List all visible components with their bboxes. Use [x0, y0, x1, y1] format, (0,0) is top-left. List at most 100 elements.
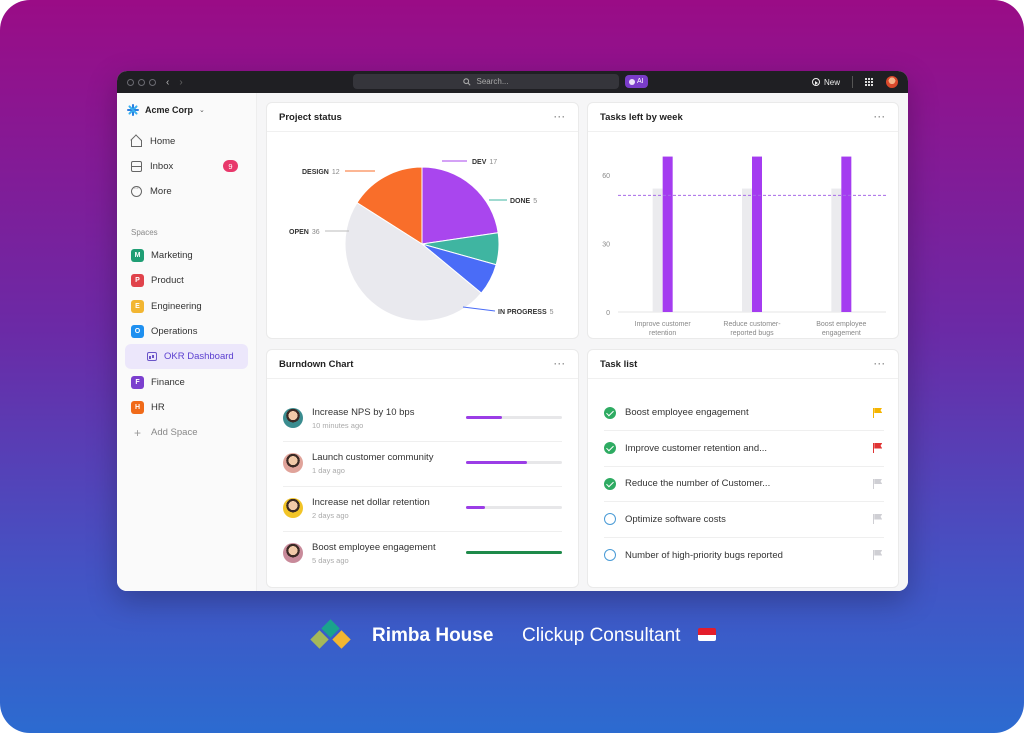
card-title: Tasks left by week [600, 111, 683, 123]
ai-button[interactable]: AI [625, 75, 648, 88]
task-row[interactable]: Optimize software costs [604, 502, 884, 538]
x-category-label: Improve customer retention [635, 321, 692, 337]
task-row[interactable]: Number of high-priority bugs reported [604, 537, 884, 573]
minimize-window-icon[interactable] [138, 78, 145, 86]
title-bar: ‹ › Search... AI New [117, 71, 908, 93]
sidebar-item-okr-dashboard[interactable]: OKR Dashboard [125, 344, 248, 370]
card-menu-icon[interactable]: ··· [874, 359, 886, 369]
card-title: Project status [279, 111, 342, 123]
chevron-down-icon: ⌄ [199, 107, 205, 114]
project-status-card: Project status ··· DESIGN 12 DEV 17 DONE 5 IN … [266, 102, 579, 339]
priority-flag-icon[interactable] [873, 443, 884, 453]
space-item-hr[interactable]: H HR [125, 395, 248, 420]
goal-timestamp: 1 day ago [312, 466, 345, 475]
task-title: Improve customer retention and... [625, 442, 768, 454]
priority-flag-icon[interactable] [873, 550, 884, 560]
search-icon [463, 77, 472, 86]
title-bar-actions: New [811, 71, 898, 93]
space-item-engineering[interactable]: E Engineering [125, 294, 248, 319]
task-row[interactable]: Reduce the number of Customer... [604, 466, 884, 502]
workspace-switcher[interactable]: Acme Corp ⌄ [125, 101, 248, 119]
footer-branding: Rimba House Clickup Consultant [0, 615, 1024, 660]
space-label: Product [151, 275, 184, 287]
avatar [283, 543, 303, 563]
progress-bar [466, 551, 562, 554]
sidebar-item-inbox[interactable]: Inbox 9 [125, 154, 248, 179]
card-header: Project status ··· [267, 103, 578, 132]
y-tick-label: 0 [606, 310, 610, 317]
maximize-window-icon[interactable] [149, 78, 156, 86]
pie-label: OPEN 36 [289, 229, 320, 236]
goal-title: Increase net dollar retention [312, 497, 430, 508]
space-avatar: E [131, 299, 144, 313]
priority-flag-icon[interactable] [873, 478, 884, 489]
pie-label: DESIGN 12 [302, 169, 340, 176]
burndown-row[interactable]: Increase net dollar retention 2 days ago [283, 487, 562, 532]
x-category-label: Reduce customer-reported bugs [723, 321, 781, 337]
pie-slice-design[interactable] [356, 166, 423, 245]
space-label: Operations [151, 326, 198, 338]
dashboard-icon [147, 352, 157, 362]
goal-title: Increase NPS by 10 bps [312, 407, 415, 418]
space-avatar: F [131, 375, 144, 389]
sidebar-nav: Home Inbox 9 More [125, 129, 248, 204]
window-controls[interactable] [127, 78, 156, 86]
home-icon [131, 140, 142, 147]
unchecked-circle-icon[interactable] [604, 513, 616, 525]
bar-series-1[interactable] [831, 188, 842, 312]
bar-series-1[interactable] [652, 188, 663, 312]
checked-circle-icon[interactable] [604, 442, 616, 454]
tasks-by-week-card: Tasks left by week ··· 0 30 60 Improve cust… [587, 102, 899, 339]
plus-icon: + [133, 425, 141, 440]
pie-label: DONE 5 [510, 198, 537, 205]
forward-arrow-icon[interactable]: › [179, 76, 183, 88]
close-window-icon[interactable] [127, 78, 134, 86]
user-avatar[interactable] [886, 76, 898, 88]
task-title: Reduce the number of Customer... [625, 478, 771, 489]
card-menu-icon[interactable]: ··· [554, 112, 566, 122]
sidebar-item-more[interactable]: More [125, 179, 248, 204]
task-row[interactable]: Improve customer retention and... [604, 431, 884, 467]
workspace-logo-icon [127, 104, 139, 116]
progress-bar-fill [466, 506, 486, 509]
bar-series-2[interactable] [752, 156, 762, 312]
space-item-operations[interactable]: O Operations [125, 319, 248, 344]
checked-circle-icon[interactable] [604, 477, 616, 490]
task-title: Number of high-priority bugs reported [625, 549, 783, 561]
burndown-row[interactable]: Increase NPS by 10 bps 10 minutes ago [283, 397, 562, 442]
spaces-heading: Spaces [131, 228, 158, 237]
space-item-product[interactable]: P Product [125, 268, 248, 293]
apps-grid-icon[interactable] [865, 77, 874, 87]
priority-flag-icon[interactable] [873, 407, 884, 418]
dashboard-label: OKR Dashboard [164, 351, 234, 363]
burndown-row[interactable]: Boost employee engagement 5 days ago [283, 532, 562, 577]
sidebar-item-home[interactable]: Home [125, 129, 248, 154]
divider [852, 76, 853, 88]
ai-icon [629, 78, 635, 85]
pie-label-value: 12 [332, 169, 340, 176]
space-item-marketing[interactable]: M Marketing [125, 243, 248, 268]
task-row[interactable]: Boost employee engagement [604, 395, 884, 431]
y-tick-label: 30 [602, 241, 610, 248]
new-button[interactable]: New [811, 78, 840, 87]
priority-flag-icon[interactable] [873, 514, 884, 524]
play-circle-icon [811, 78, 820, 86]
pie-slice-dev[interactable] [421, 166, 499, 245]
search-bar[interactable]: Search... [353, 74, 619, 89]
pie-slice-open[interactable] [344, 202, 483, 322]
checked-circle-icon[interactable] [604, 406, 616, 419]
pie-label-value: 5 [550, 309, 554, 316]
burndown-row[interactable]: Launch customer community 1 day ago [283, 442, 562, 487]
back-arrow-icon[interactable]: ‹ [166, 76, 170, 88]
card-header: Tasks left by week ··· [588, 103, 898, 132]
card-menu-icon[interactable]: ··· [874, 112, 886, 122]
bar-series-1[interactable] [742, 188, 752, 312]
pie-label-leader [462, 306, 496, 312]
unchecked-circle-icon[interactable] [604, 549, 616, 561]
card-menu-icon[interactable]: ··· [554, 359, 566, 369]
bar-series-2[interactable] [662, 156, 673, 312]
bar-series-2[interactable] [841, 156, 852, 312]
space-item-finance[interactable]: F Finance [125, 369, 248, 394]
add-space-button[interactable]: + Add Space [125, 420, 248, 445]
